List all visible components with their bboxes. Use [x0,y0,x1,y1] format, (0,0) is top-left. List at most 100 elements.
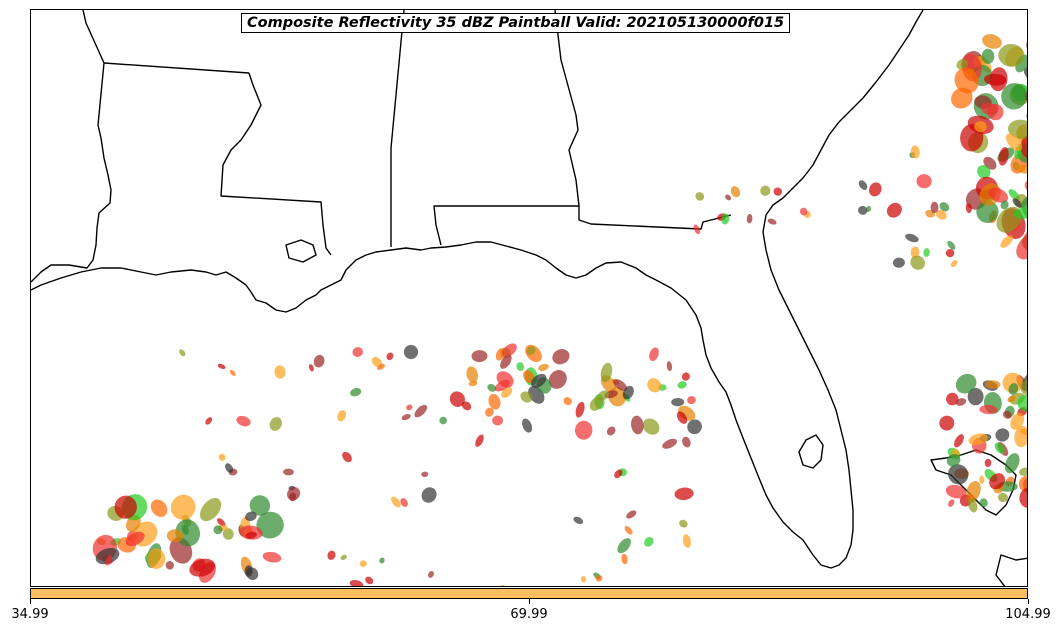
gulf-coastline [31,231,854,569]
reflectivity-blob [150,499,168,517]
reflectivity-blob [988,187,1009,203]
reflectivity-blob [313,354,325,368]
reflectivity-blob [289,492,297,502]
reflectivity-blob [984,73,1007,86]
reflectivity-blob [666,361,673,372]
reflectivity-blob [674,487,694,501]
atlantic-coastline [762,10,924,233]
reflectivity-blob [939,415,955,431]
reflectivity-blob [677,381,687,389]
reflectivity-blob [475,434,484,447]
reflectivity-blob [974,121,987,133]
reflectivity-blob [487,384,497,392]
reflectivity-blob [1008,119,1027,139]
reflectivity-blob [552,349,570,365]
reflectivity-blob [485,407,494,417]
reflectivity-blob [998,147,1009,166]
reflectivity-blob [574,420,593,440]
colorbar-tick [30,599,31,604]
reflectivity-blob [563,397,572,406]
reflectivity-blob [1017,164,1027,174]
reflectivity-blob [979,475,985,484]
reflectivity-blob [468,380,478,387]
reflectivity-blob [105,555,113,566]
reflectivity-blobs [92,34,1027,586]
reflectivity-blob [95,547,120,565]
state-border-al-ga [390,10,405,247]
reflectivity-blob [621,553,628,565]
reflectivity-blob [249,495,271,516]
colorbar-tick-label-min: 34.99 [11,607,49,622]
reflectivity-blob [350,388,362,397]
colorbar-tick [1028,599,1029,604]
map-title: Composite Reflectivity 35 dBZ Paintball … [241,13,791,33]
cuba-outline [995,554,1027,586]
reflectivity-blob [492,415,503,426]
reflectivity-blob [1020,379,1027,396]
reflectivity-blob [520,391,533,403]
reflectivity-blob [1001,83,1027,110]
reflectivity-blob [589,396,603,411]
reflectivity-blob [401,414,411,421]
reflectivity-blob [377,363,385,370]
reflectivity-blob [1014,425,1027,448]
reflectivity-blob [400,498,408,507]
reflectivity-blob [391,496,401,508]
reflectivity-blob [979,498,988,508]
reflectivity-blob [179,349,186,357]
state-border-ms-al [220,72,332,256]
reflectivity-blob [1017,395,1027,412]
reflectivity-blob [948,499,955,507]
reflectivity-blob [968,498,978,513]
reflectivity-blob [147,548,166,569]
reflectivity-blob [695,192,705,201]
reflectivity-blob [892,257,905,268]
reflectivity-blob [886,202,902,218]
reflectivity-blob [379,557,385,564]
reflectivity-blob [930,201,939,214]
reflectivity-blob [274,365,286,379]
reflectivity-blob [1010,412,1025,430]
reflectivity-blob [428,570,434,578]
reflectivity-blob [1008,383,1019,395]
reflectivity-blob [245,511,257,522]
reflectivity-blob [522,418,533,433]
reflectivity-blob [1013,207,1027,219]
reflectivity-blob [946,392,959,406]
reflectivity-blob [977,164,991,179]
reflectivity-blob [246,567,259,580]
reflectivity-blob [994,442,1005,454]
reflectivity-blob [905,233,919,243]
reflectivity-blob [500,354,512,369]
reflectivity-blob [725,194,732,201]
reflectivity-blob [575,401,585,418]
reflectivity-blob [910,255,926,270]
reflectivity-blob [352,347,363,357]
reflectivity-blob [950,260,958,268]
reflectivity-blob [995,428,1010,442]
reflectivity-blob [773,187,783,196]
state-border-ga-sc [433,10,580,246]
map-panel [30,9,1028,587]
reflectivity-blob [337,410,347,422]
colorbar-tick-label-max: 104.99 [1005,607,1051,622]
reflectivity-blob [406,404,413,411]
reflectivity-blob [359,560,367,568]
reflectivity-blob [365,576,374,585]
reflectivity-blob [760,185,771,196]
reflectivity-blob [548,369,567,389]
reflectivity-blob [205,417,213,425]
reflectivity-blob [114,495,137,519]
map-canvas [31,10,1027,586]
reflectivity-blob [617,538,631,554]
reflectivity-blob [349,580,364,586]
reflectivity-blob [189,558,216,577]
colorbar-tick [529,599,530,604]
reflectivity-blob [166,529,184,543]
reflectivity-blob [1002,410,1012,419]
reflectivity-blob [998,43,1025,67]
reflectivity-blob [955,398,967,406]
reflectivity-blob [170,494,196,520]
reflectivity-blob [269,417,282,431]
reflectivity-blob [721,213,730,225]
